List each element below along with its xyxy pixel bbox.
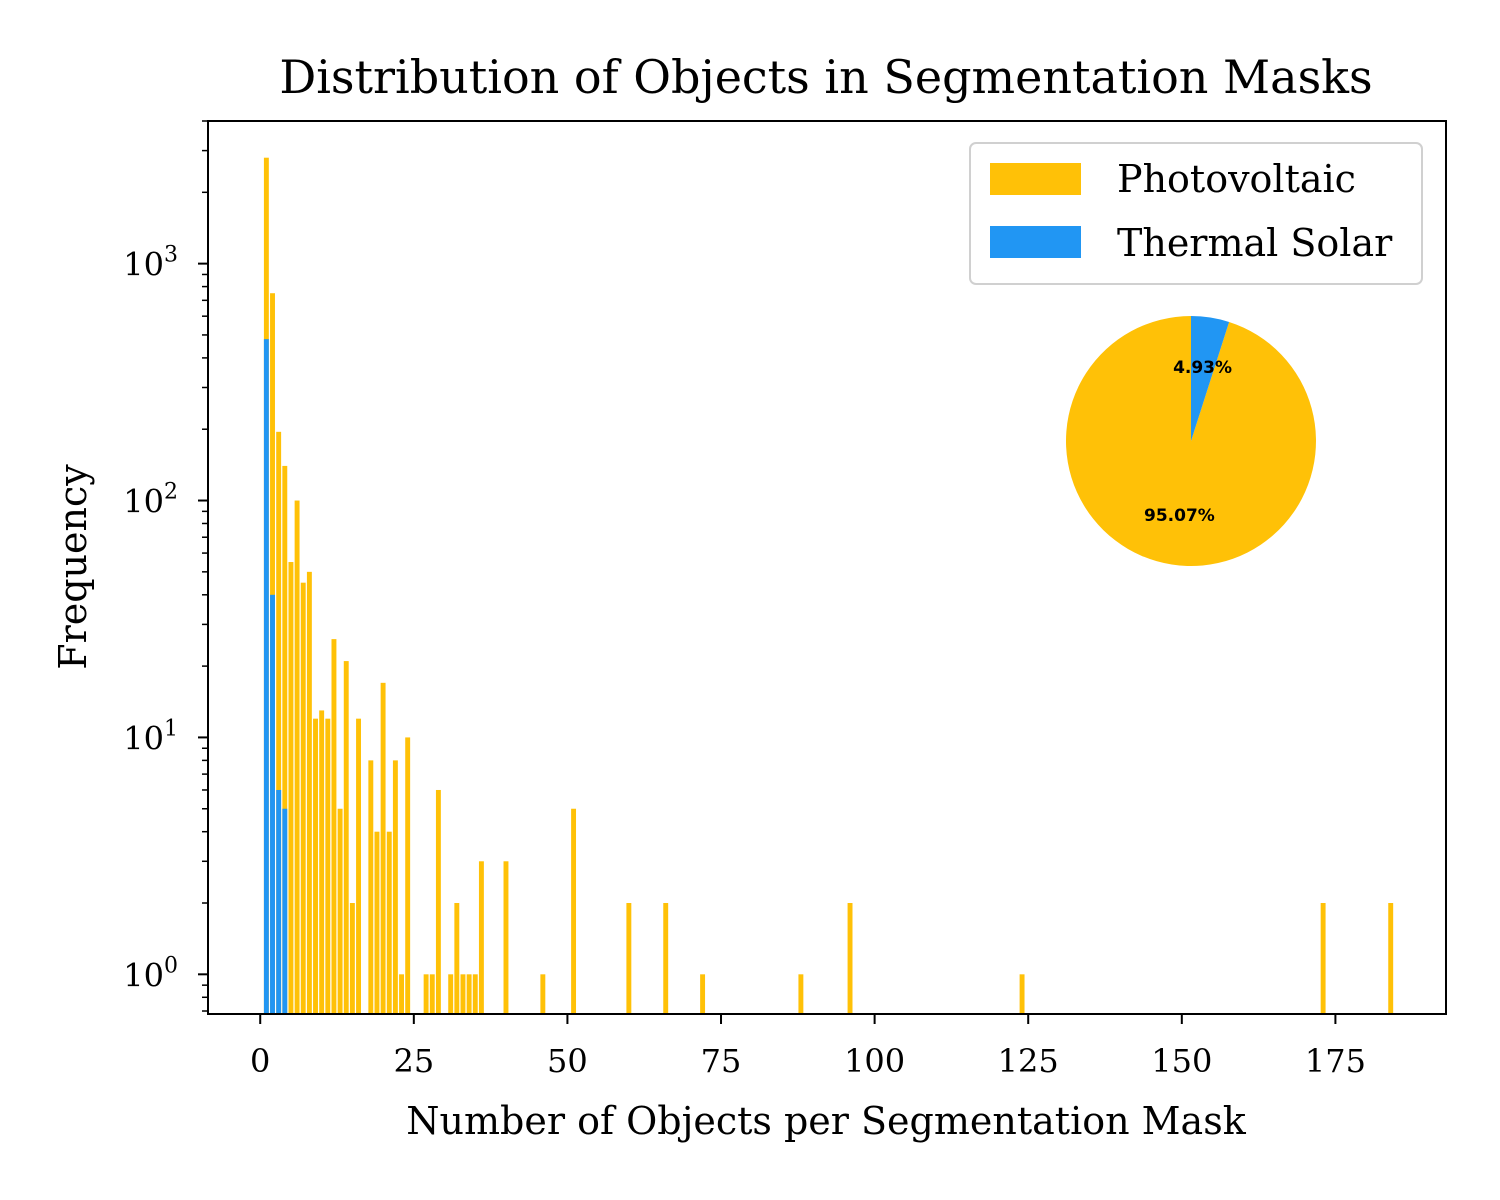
bar-photovoltaic-46 (540, 974, 546, 1014)
bar-photovoltaic-15 (349, 903, 355, 1014)
bar-photovoltaic-35 (472, 974, 478, 1014)
pie-label-thermal-solar: 4.93% (1173, 358, 1232, 378)
x-tick-label: 0 (250, 1042, 270, 1080)
bar-photovoltaic-5 (288, 562, 294, 1014)
bar-photovoltaic-13 (337, 808, 343, 1014)
x-tick-label: 75 (701, 1042, 742, 1080)
bar-photovoltaic-33 (460, 974, 466, 1014)
bar-photovoltaic-29 (435, 789, 441, 1014)
bar-photovoltaic-124 (1019, 974, 1025, 1014)
bar-photovoltaic-3 (276, 431, 282, 1014)
bar-photovoltaic-6 (294, 500, 300, 1014)
bar-photovoltaic-32 (454, 903, 460, 1014)
legend-label-thermal-solar: Thermal Solar (1117, 221, 1393, 265)
legend: Photovoltaic Thermal Solar (969, 142, 1423, 285)
legend-swatch-thermal-solar (990, 226, 1081, 258)
bar-thermal-solar-4 (282, 808, 288, 1014)
bar-photovoltaic-4 (282, 465, 288, 1014)
bar-photovoltaic-31 (448, 974, 454, 1014)
bar-photovoltaic-23 (399, 974, 404, 1014)
bar-photovoltaic-173 (1320, 903, 1326, 1014)
pie-slice-thermal-solar (1191, 316, 1230, 441)
bar-photovoltaic-60 (626, 903, 632, 1014)
x-tick-label: 25 (393, 1042, 434, 1080)
bar-photovoltaic-18 (368, 760, 374, 1014)
bar-photovoltaic-12 (331, 639, 337, 1014)
bar-photovoltaic-16 (356, 718, 361, 1014)
legend-swatch-photovoltaic (990, 163, 1081, 195)
legend-box (969, 142, 1423, 285)
bar-photovoltaic-36 (478, 861, 484, 1014)
plot-frame (207, 120, 1447, 1015)
y-tick-label: 100 (123, 953, 178, 994)
y-axis-label: Frequency (51, 464, 95, 670)
bar-photovoltaic-11 (325, 718, 331, 1014)
y-axis: 100 101 102 103 (123, 120, 208, 1012)
bar-photovoltaic-96 (847, 903, 853, 1014)
bar-photovoltaic-19 (374, 831, 380, 1014)
bar-photovoltaic-51 (571, 808, 577, 1014)
pie-label-photovoltaic: 95.07% (1144, 506, 1215, 526)
x-tick-label: 150 (1151, 1042, 1212, 1080)
x-tick-label: 125 (998, 1042, 1059, 1080)
y-tick-label: 103 (123, 243, 178, 284)
bar-photovoltaic-40 (503, 861, 509, 1014)
bar-thermal-solar-2 (270, 594, 275, 1014)
bar-photovoltaic-72 (700, 974, 706, 1014)
bar-photovoltaic-9 (313, 718, 318, 1014)
x-tick-label: 50 (547, 1042, 588, 1080)
bar-photovoltaic-8 (306, 571, 312, 1014)
bar-photovoltaic-28 (429, 974, 435, 1014)
bar-photovoltaic-66 (663, 903, 669, 1014)
bar-photovoltaic-184 (1388, 903, 1394, 1014)
pie-slice-photovoltaic (1065, 316, 1316, 567)
x-tick-label: 175 (1305, 1042, 1366, 1080)
bar-thermal-solar-3 (276, 789, 282, 1014)
x-axis-label: Number of Objects per Segmentation Mask (406, 1099, 1246, 1143)
x-tick-label: 100 (844, 1042, 905, 1080)
inset-pie-chart: 95.07% 4.93% (1065, 316, 1316, 567)
y-tick-label: 101 (123, 716, 178, 757)
bar-photovoltaic-27 (423, 974, 429, 1014)
bar-photovoltaic-34 (466, 974, 472, 1014)
bar-photovoltaic-88 (798, 974, 804, 1014)
x-axis: 0 25 50 75 100 125 150 175 (250, 1014, 1366, 1080)
bar-photovoltaic-21 (386, 831, 392, 1014)
bar-photovoltaic-10 (319, 710, 325, 1014)
bar-photovoltaic-22 (392, 760, 398, 1014)
chart-title: Distribution of Objects in Segmentation … (279, 50, 1372, 104)
bar-photovoltaic-7 (300, 582, 306, 1014)
bar-photovoltaic-14 (343, 661, 349, 1014)
bars-group (263, 157, 1394, 1015)
bar-photovoltaic-20 (380, 682, 386, 1014)
y-tick-label: 102 (123, 480, 178, 521)
bar-photovoltaic-24 (405, 737, 411, 1014)
bar-thermal-solar-1 (263, 339, 269, 1014)
legend-label-photovoltaic: Photovoltaic (1117, 157, 1356, 201)
